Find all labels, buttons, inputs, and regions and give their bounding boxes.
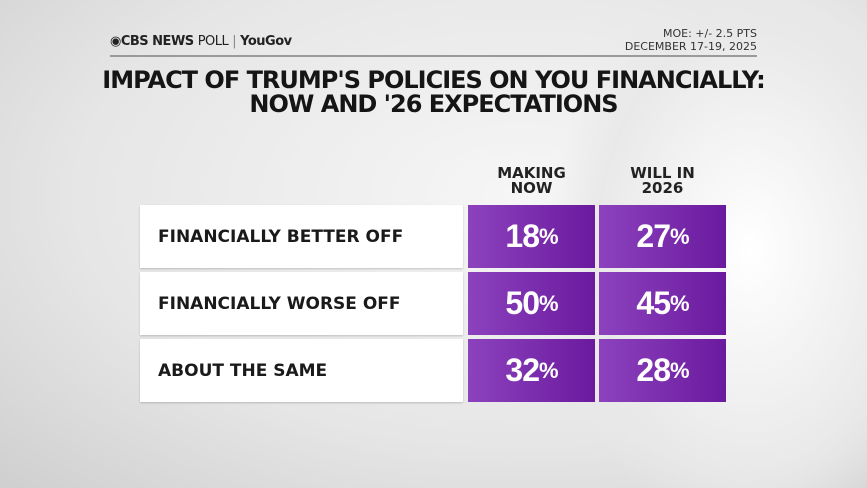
poll-dates: DECEMBER 17-19, 2025 <box>624 40 757 53</box>
value-number: 28 <box>636 352 671 388</box>
percent-sign: % <box>670 357 690 383</box>
value-cell: 45% <box>599 272 726 335</box>
cbs-yougov-logo: ◉CBS NEWS POLL | YouGov <box>110 34 292 49</box>
value-number: 50 <box>505 285 540 321</box>
value-cell: 27% <box>599 205 726 268</box>
row-label: ABOUT THE SAME <box>140 339 463 402</box>
value-cell: 32% <box>468 339 595 402</box>
value-cell: 50% <box>468 272 595 335</box>
value-number: 45 <box>636 285 671 321</box>
row-label: FINANCIALLY BETTER OFF <box>140 205 463 268</box>
moe: MOE: +/- 2.5 PTS <box>662 27 757 40</box>
percent-sign: % <box>539 357 559 383</box>
cbs-eye-icon: ◉ <box>110 34 121 49</box>
value-cell: 18% <box>468 205 595 268</box>
value-number: 18 <box>505 218 540 254</box>
percent-sign: % <box>670 223 690 249</box>
value-cell: 28% <box>599 339 726 402</box>
column-header-will-in-2026: WILL IN 2026 <box>630 164 695 197</box>
page-title: IMPACT OF TRUMP'S POLICIES ON YOU FINANC… <box>102 66 765 118</box>
row-label: FINANCIALLY WORSE OFF <box>140 272 463 335</box>
column-header-making-now: MAKING NOW <box>497 164 566 197</box>
percent-sign: % <box>670 290 690 316</box>
value-number: 32 <box>505 352 540 388</box>
divider <box>110 55 757 57</box>
poll-info: MOE: +/- 2.5 PTS DECEMBER 17-19, 2025 <box>625 27 757 53</box>
percent-sign: % <box>539 290 559 316</box>
percent-sign: % <box>539 223 559 249</box>
value-number: 27 <box>636 218 671 254</box>
